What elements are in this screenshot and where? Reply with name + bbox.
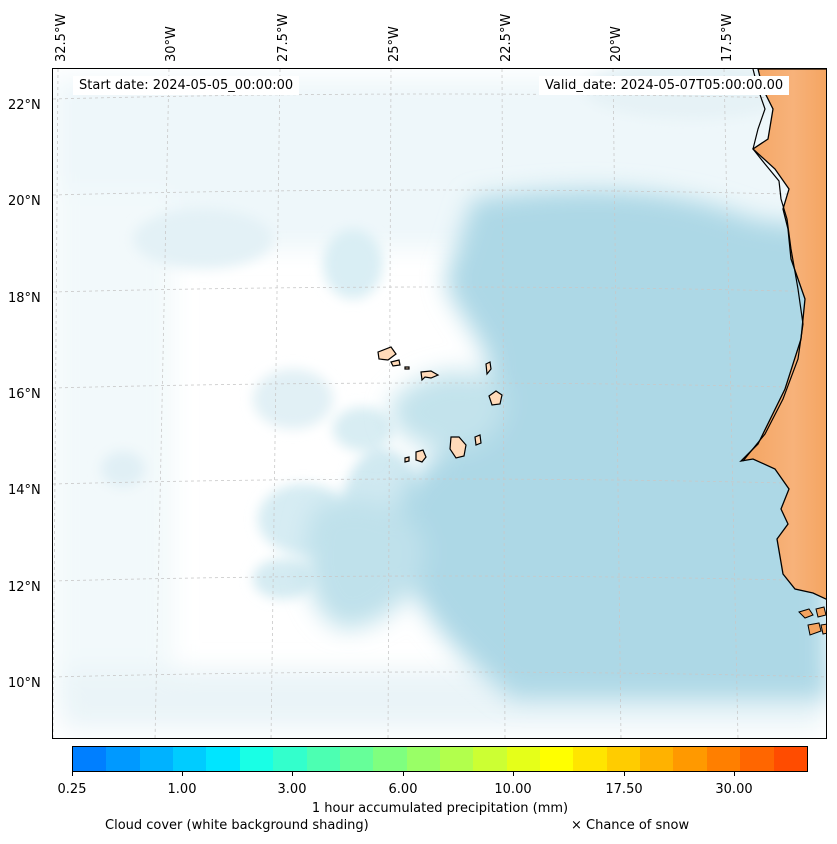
colorbar-swatch — [339, 747, 374, 771]
colorbar-tickmark — [292, 772, 293, 776]
island-sal — [485, 361, 492, 376]
colorbar-tickmark — [182, 772, 183, 776]
colorbar-swatch — [640, 747, 674, 771]
lat-label: 12°N — [8, 580, 41, 595]
island-santa-luzia — [404, 366, 410, 370]
island-santiago — [449, 436, 467, 459]
colorbar-swatch — [740, 747, 774, 771]
cape-verde-islands — [377, 346, 503, 463]
colorbar-tickmark — [624, 772, 625, 776]
colorbar-swatch — [239, 747, 274, 771]
colorbar-tick-label: 10.00 — [494, 782, 532, 797]
colorbar-swatch — [573, 747, 607, 771]
lat-label: 22°N — [8, 98, 41, 113]
colorbar-swatch — [373, 747, 407, 771]
colorbar-swatch — [406, 747, 440, 771]
snow-legend: × Chance of snow — [571, 818, 690, 833]
map-canvas — [53, 69, 826, 738]
colorbar-tick-label: 30.00 — [715, 782, 753, 797]
colorbar-swatch — [673, 747, 707, 771]
lon-label: 27.5°W — [276, 13, 291, 62]
colorbar-swatch — [139, 747, 174, 771]
colorbar-swatch — [540, 747, 574, 771]
colorbar-tick-label: 3.00 — [277, 782, 307, 797]
colorbar-swatch — [773, 747, 807, 771]
colorbar-swatch — [273, 747, 307, 771]
lat-label: 10°N — [8, 676, 41, 691]
colorbar-swatch — [306, 747, 340, 771]
colorbar-swatch — [506, 747, 541, 771]
island-fogo — [415, 449, 427, 463]
colorbar-swatch — [439, 747, 474, 771]
lon-label: 25°W — [387, 26, 402, 62]
colorbar-swatch — [106, 747, 140, 771]
colorbar-swatch — [173, 747, 207, 771]
island-santo-antao — [377, 346, 397, 361]
lat-label: 20°N — [8, 194, 41, 209]
island-sao-vicente — [390, 359, 401, 367]
colorbar-tick-label: 1.00 — [167, 782, 197, 797]
colorbar-swatch — [606, 747, 641, 771]
lon-label: 20°W — [609, 26, 624, 62]
colorbar-tickmark — [403, 772, 404, 776]
lon-label: 17.5°W — [720, 13, 735, 62]
mainland-africa — [739, 69, 826, 636]
colorbar-label: 1 hour accumulated precipitation (mm) — [311, 801, 569, 816]
cloud-cover-legend: Cloud cover (white background shading) — [105, 818, 369, 833]
start-date-box: Start date: 2024-05-05_00:00:00 — [73, 76, 300, 95]
precipitation-colorbar — [72, 746, 808, 772]
colorbar-swatch — [473, 747, 507, 771]
colorbar-tick-label: 17.50 — [605, 782, 643, 797]
colorbar-tickmark — [734, 772, 735, 776]
island-brava — [404, 456, 410, 463]
colorbar-swatch — [706, 747, 741, 771]
island-maio — [474, 434, 482, 446]
island-sao-nicolau — [420, 370, 440, 382]
lon-label: 22.5°W — [499, 13, 514, 62]
graticule — [53, 69, 826, 738]
colorbar-tickmark — [513, 772, 514, 776]
colorbar-swatch — [206, 747, 240, 771]
valid-date-box: Valid_date: 2024-05-07T05:00:00.00 — [539, 76, 790, 95]
map-panel[interactable] — [52, 68, 827, 739]
lat-label: 16°N — [8, 387, 41, 402]
lon-label: 30°W — [164, 26, 179, 62]
lon-label: 32.5°W — [54, 13, 69, 62]
colorbar-tickmark — [72, 772, 73, 776]
colorbar-tick-label: 0.25 — [57, 782, 87, 797]
lat-label: 18°N — [8, 291, 41, 306]
colorbar-swatch — [73, 747, 107, 771]
colorbar-tick-label: 6.00 — [388, 782, 418, 797]
island-boa-vista — [488, 390, 503, 406]
lat-label: 14°N — [8, 483, 41, 498]
